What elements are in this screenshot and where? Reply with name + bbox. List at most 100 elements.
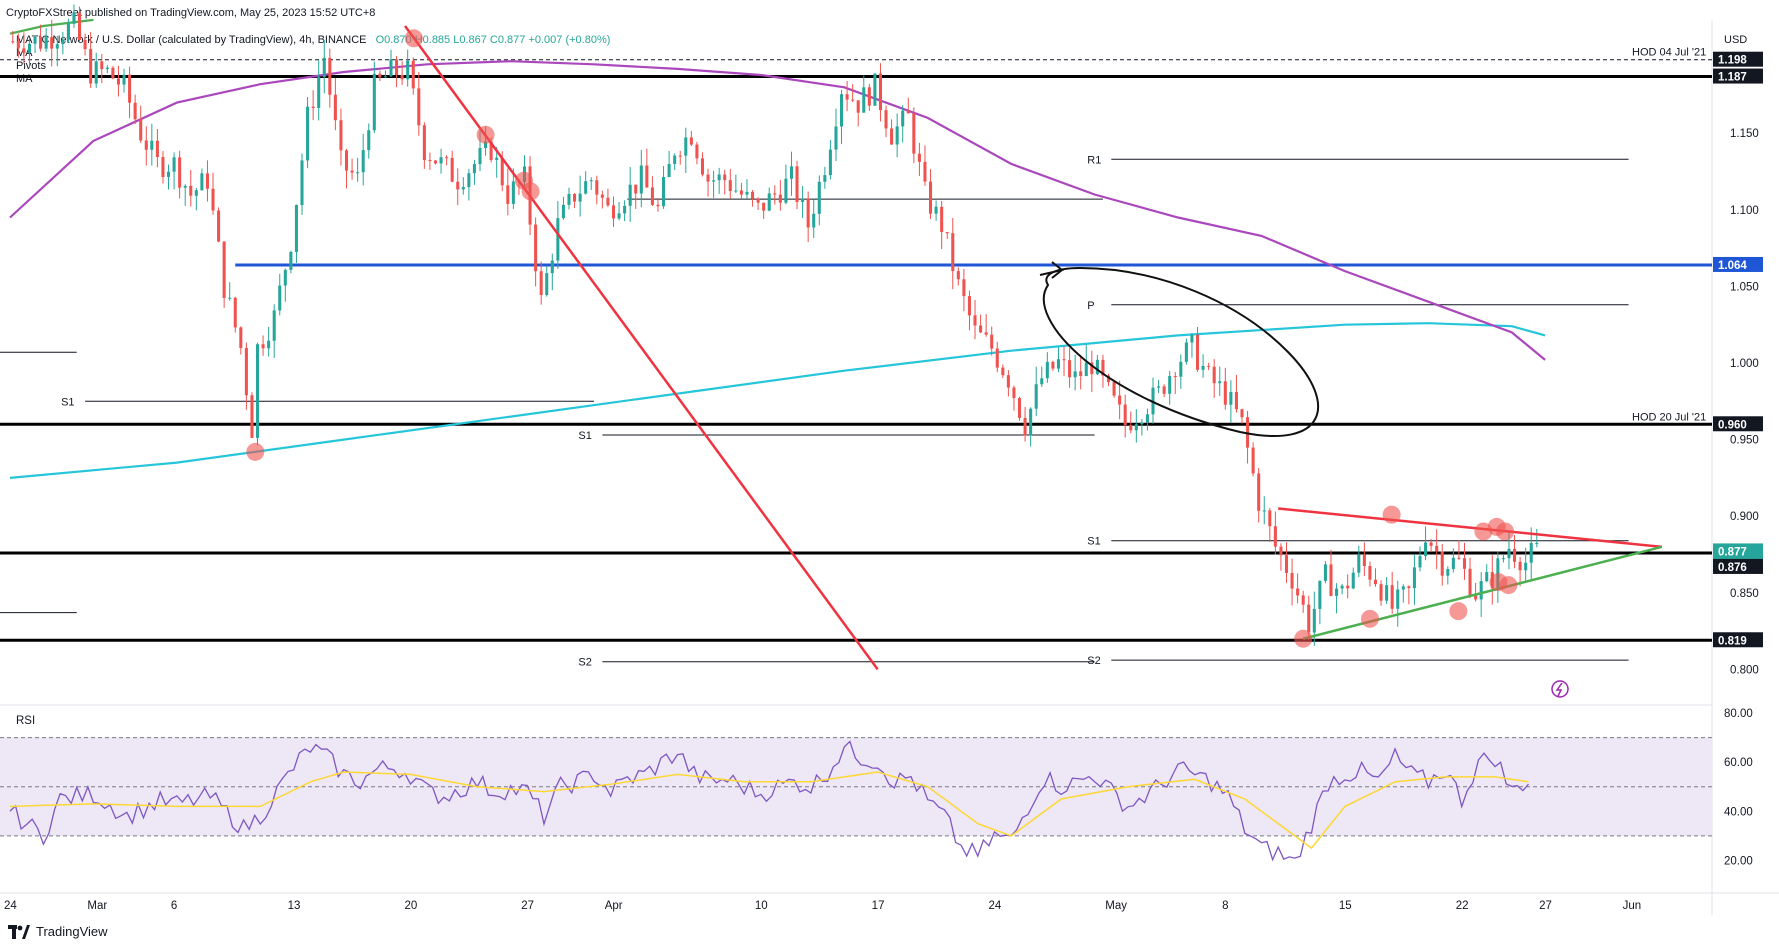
- trendline: [404, 25, 879, 671]
- candle-body: [1179, 361, 1183, 377]
- candle-body: [684, 137, 688, 156]
- x-tick-label: 6: [171, 900, 177, 912]
- candle-body: [83, 40, 87, 50]
- candle-body: [472, 164, 476, 174]
- candle-body: [628, 184, 632, 206]
- candle-body: [828, 149, 832, 176]
- candle-body: [539, 271, 543, 296]
- candle-body: [611, 205, 616, 219]
- candle-body: [1446, 569, 1450, 576]
- candle-body: [178, 157, 182, 188]
- x-tick-label: 13: [288, 900, 301, 912]
- touch-marker: [1449, 602, 1468, 621]
- touch-marker: [1496, 522, 1515, 541]
- touch-marker: [246, 442, 265, 461]
- candle-body: [1134, 424, 1138, 431]
- pivot-label: S1: [61, 396, 74, 408]
- candle-body: [356, 172, 360, 174]
- candle-body: [1017, 398, 1022, 418]
- candle-body: [561, 204, 565, 219]
- candle-body: [328, 57, 332, 95]
- candle-body: [951, 233, 955, 272]
- candle-body: [545, 273, 549, 296]
- candle-body: [1001, 367, 1005, 376]
- candle-body: [745, 191, 749, 195]
- rsi-label: RSI: [16, 715, 35, 727]
- candle-body: [1101, 359, 1105, 376]
- candle-body: [840, 94, 844, 127]
- candle-body: [801, 198, 805, 202]
- candle-body: [500, 157, 504, 186]
- candle-body: [1373, 579, 1378, 585]
- candle-body: [422, 125, 426, 160]
- candle-body: [39, 36, 43, 49]
- candle-body: [344, 150, 349, 171]
- candle-body: [495, 157, 499, 160]
- candle-body: [1412, 567, 1416, 588]
- candle-body: [511, 181, 515, 204]
- candle-body: [1034, 384, 1038, 409]
- candle-body: [1474, 595, 1478, 600]
- candle-body: [990, 334, 994, 349]
- candle-body: [339, 120, 343, 151]
- candle-body: [150, 140, 154, 150]
- candle-body: [1312, 608, 1316, 633]
- candle-body: [1240, 409, 1244, 418]
- candle-body: [400, 75, 404, 80]
- candle-body: [44, 37, 48, 49]
- footer-brand[interactable]: TradingView: [8, 924, 108, 939]
- candle-body: [595, 180, 599, 195]
- candle-body: [689, 137, 693, 145]
- candle-body: [1479, 581, 1483, 600]
- candle-body: [1029, 408, 1033, 436]
- candle-body: [1184, 342, 1188, 362]
- candle-body: [995, 348, 999, 368]
- tradingview-logo-icon: [8, 924, 30, 939]
- candle-body: [1129, 425, 1133, 431]
- x-tick-label: 8: [1222, 900, 1228, 912]
- candle-body: [1056, 359, 1060, 369]
- candle-body: [712, 180, 716, 182]
- candle-body: [417, 88, 421, 126]
- candle-body: [1518, 561, 1522, 571]
- candle-body: [467, 173, 471, 188]
- candle-body: [389, 59, 393, 77]
- candle-body: [650, 187, 654, 205]
- candle-body: [1357, 554, 1361, 573]
- candle-body: [283, 269, 287, 286]
- candle-body: [1262, 510, 1266, 512]
- candle-body: [166, 171, 171, 177]
- candle-body: [1513, 548, 1517, 562]
- candle-body: [1362, 554, 1366, 567]
- candle-body: [878, 73, 882, 111]
- candle-body: [667, 163, 671, 178]
- moving-average-line: [9, 18, 94, 35]
- candle-body: [428, 159, 432, 161]
- price-tag-bg: [1713, 416, 1763, 432]
- candle-body: [1212, 366, 1216, 384]
- candle-body: [411, 60, 415, 89]
- candle-body: [1535, 542, 1539, 544]
- candle-body: [111, 67, 115, 79]
- price-tag: 1.064: [1713, 256, 1763, 272]
- candle-body: [1273, 526, 1277, 547]
- moving-average-line: [9, 60, 1546, 361]
- candle-body: [723, 174, 727, 181]
- candle-body: [450, 157, 454, 182]
- marker-layer: [246, 29, 1518, 648]
- candle-body: [272, 310, 276, 341]
- candle-body: [61, 39, 65, 45]
- candle-body: [311, 106, 315, 108]
- candle-body: [1006, 375, 1010, 388]
- x-tick-label: 24: [4, 900, 17, 912]
- candle-body: [656, 204, 660, 207]
- candle-body: [1501, 558, 1505, 560]
- candle-body: [1068, 360, 1072, 378]
- candle-body: [1045, 361, 1049, 379]
- candle-body: [1040, 378, 1044, 385]
- y-tick-label: 1.050: [1730, 281, 1759, 293]
- candle-body: [1023, 417, 1027, 436]
- candle-body: [255, 344, 260, 438]
